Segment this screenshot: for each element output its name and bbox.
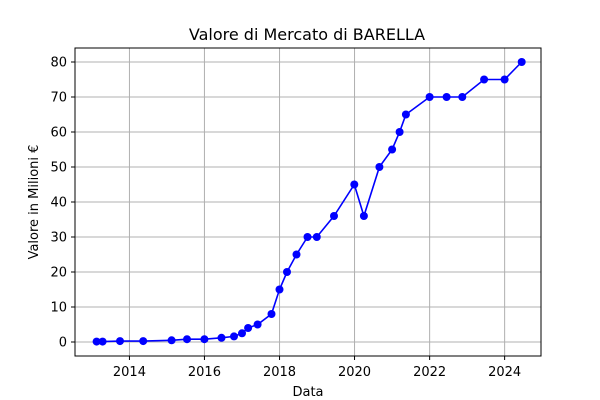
y-tick-label: 50 xyxy=(50,161,67,176)
data-point xyxy=(395,128,404,136)
series-line xyxy=(92,58,526,346)
data-point xyxy=(330,212,338,220)
y-tick-label: 70 xyxy=(50,91,67,106)
data-point xyxy=(200,335,209,344)
data-point xyxy=(167,336,176,345)
data-point xyxy=(303,233,312,241)
data-point xyxy=(139,337,148,346)
y-tick-label: 0 xyxy=(59,336,67,351)
data-point xyxy=(267,310,276,318)
data-point xyxy=(350,180,359,189)
x-tick-label: 2022 xyxy=(413,365,446,380)
data-point xyxy=(283,268,291,276)
data-point xyxy=(388,145,397,154)
axis-ticks: 2014 2016 2018 2020 2022 2024 0 10 20 30 40 50 60 70 8… xyxy=(50,56,521,381)
x-tick-label: 2020 xyxy=(338,365,371,380)
data-point xyxy=(401,110,410,119)
data-point xyxy=(92,337,101,346)
data-point xyxy=(359,212,368,220)
y-tick-label: 20 xyxy=(50,266,67,281)
data-point xyxy=(183,335,191,344)
y-tick-label: 80 xyxy=(50,56,67,71)
y-tick-label: 10 xyxy=(50,301,67,316)
y-tick-label: 30 xyxy=(50,231,67,246)
data-point xyxy=(275,285,284,294)
x-tick-label: 2018 xyxy=(263,365,296,380)
grid xyxy=(75,48,541,356)
y-tick-label: 60 xyxy=(50,126,67,141)
x-tick-label: 2024 xyxy=(488,365,521,380)
data-point xyxy=(292,250,301,259)
data-point xyxy=(230,332,238,341)
x-axis-label: Data xyxy=(292,385,323,400)
data-point xyxy=(442,93,451,101)
data-point xyxy=(244,324,253,332)
data-point xyxy=(253,320,262,329)
data-point xyxy=(312,233,321,241)
y-tick-label: 40 xyxy=(50,196,67,211)
data-point xyxy=(517,58,526,66)
data-point xyxy=(238,329,246,338)
chart-title: Valore di Mercato di BARELLA xyxy=(189,25,425,44)
data-point xyxy=(500,75,509,84)
data-point xyxy=(480,75,489,84)
data-point xyxy=(375,163,384,171)
data-point xyxy=(425,93,434,101)
data-point xyxy=(217,333,226,342)
data-point xyxy=(98,337,107,346)
x-tick-label: 2014 xyxy=(113,365,146,380)
x-tick-label: 2016 xyxy=(188,365,221,380)
y-axis-label: Valore in Milioni € xyxy=(27,145,42,260)
data-point xyxy=(116,337,124,346)
data-point xyxy=(458,93,467,101)
